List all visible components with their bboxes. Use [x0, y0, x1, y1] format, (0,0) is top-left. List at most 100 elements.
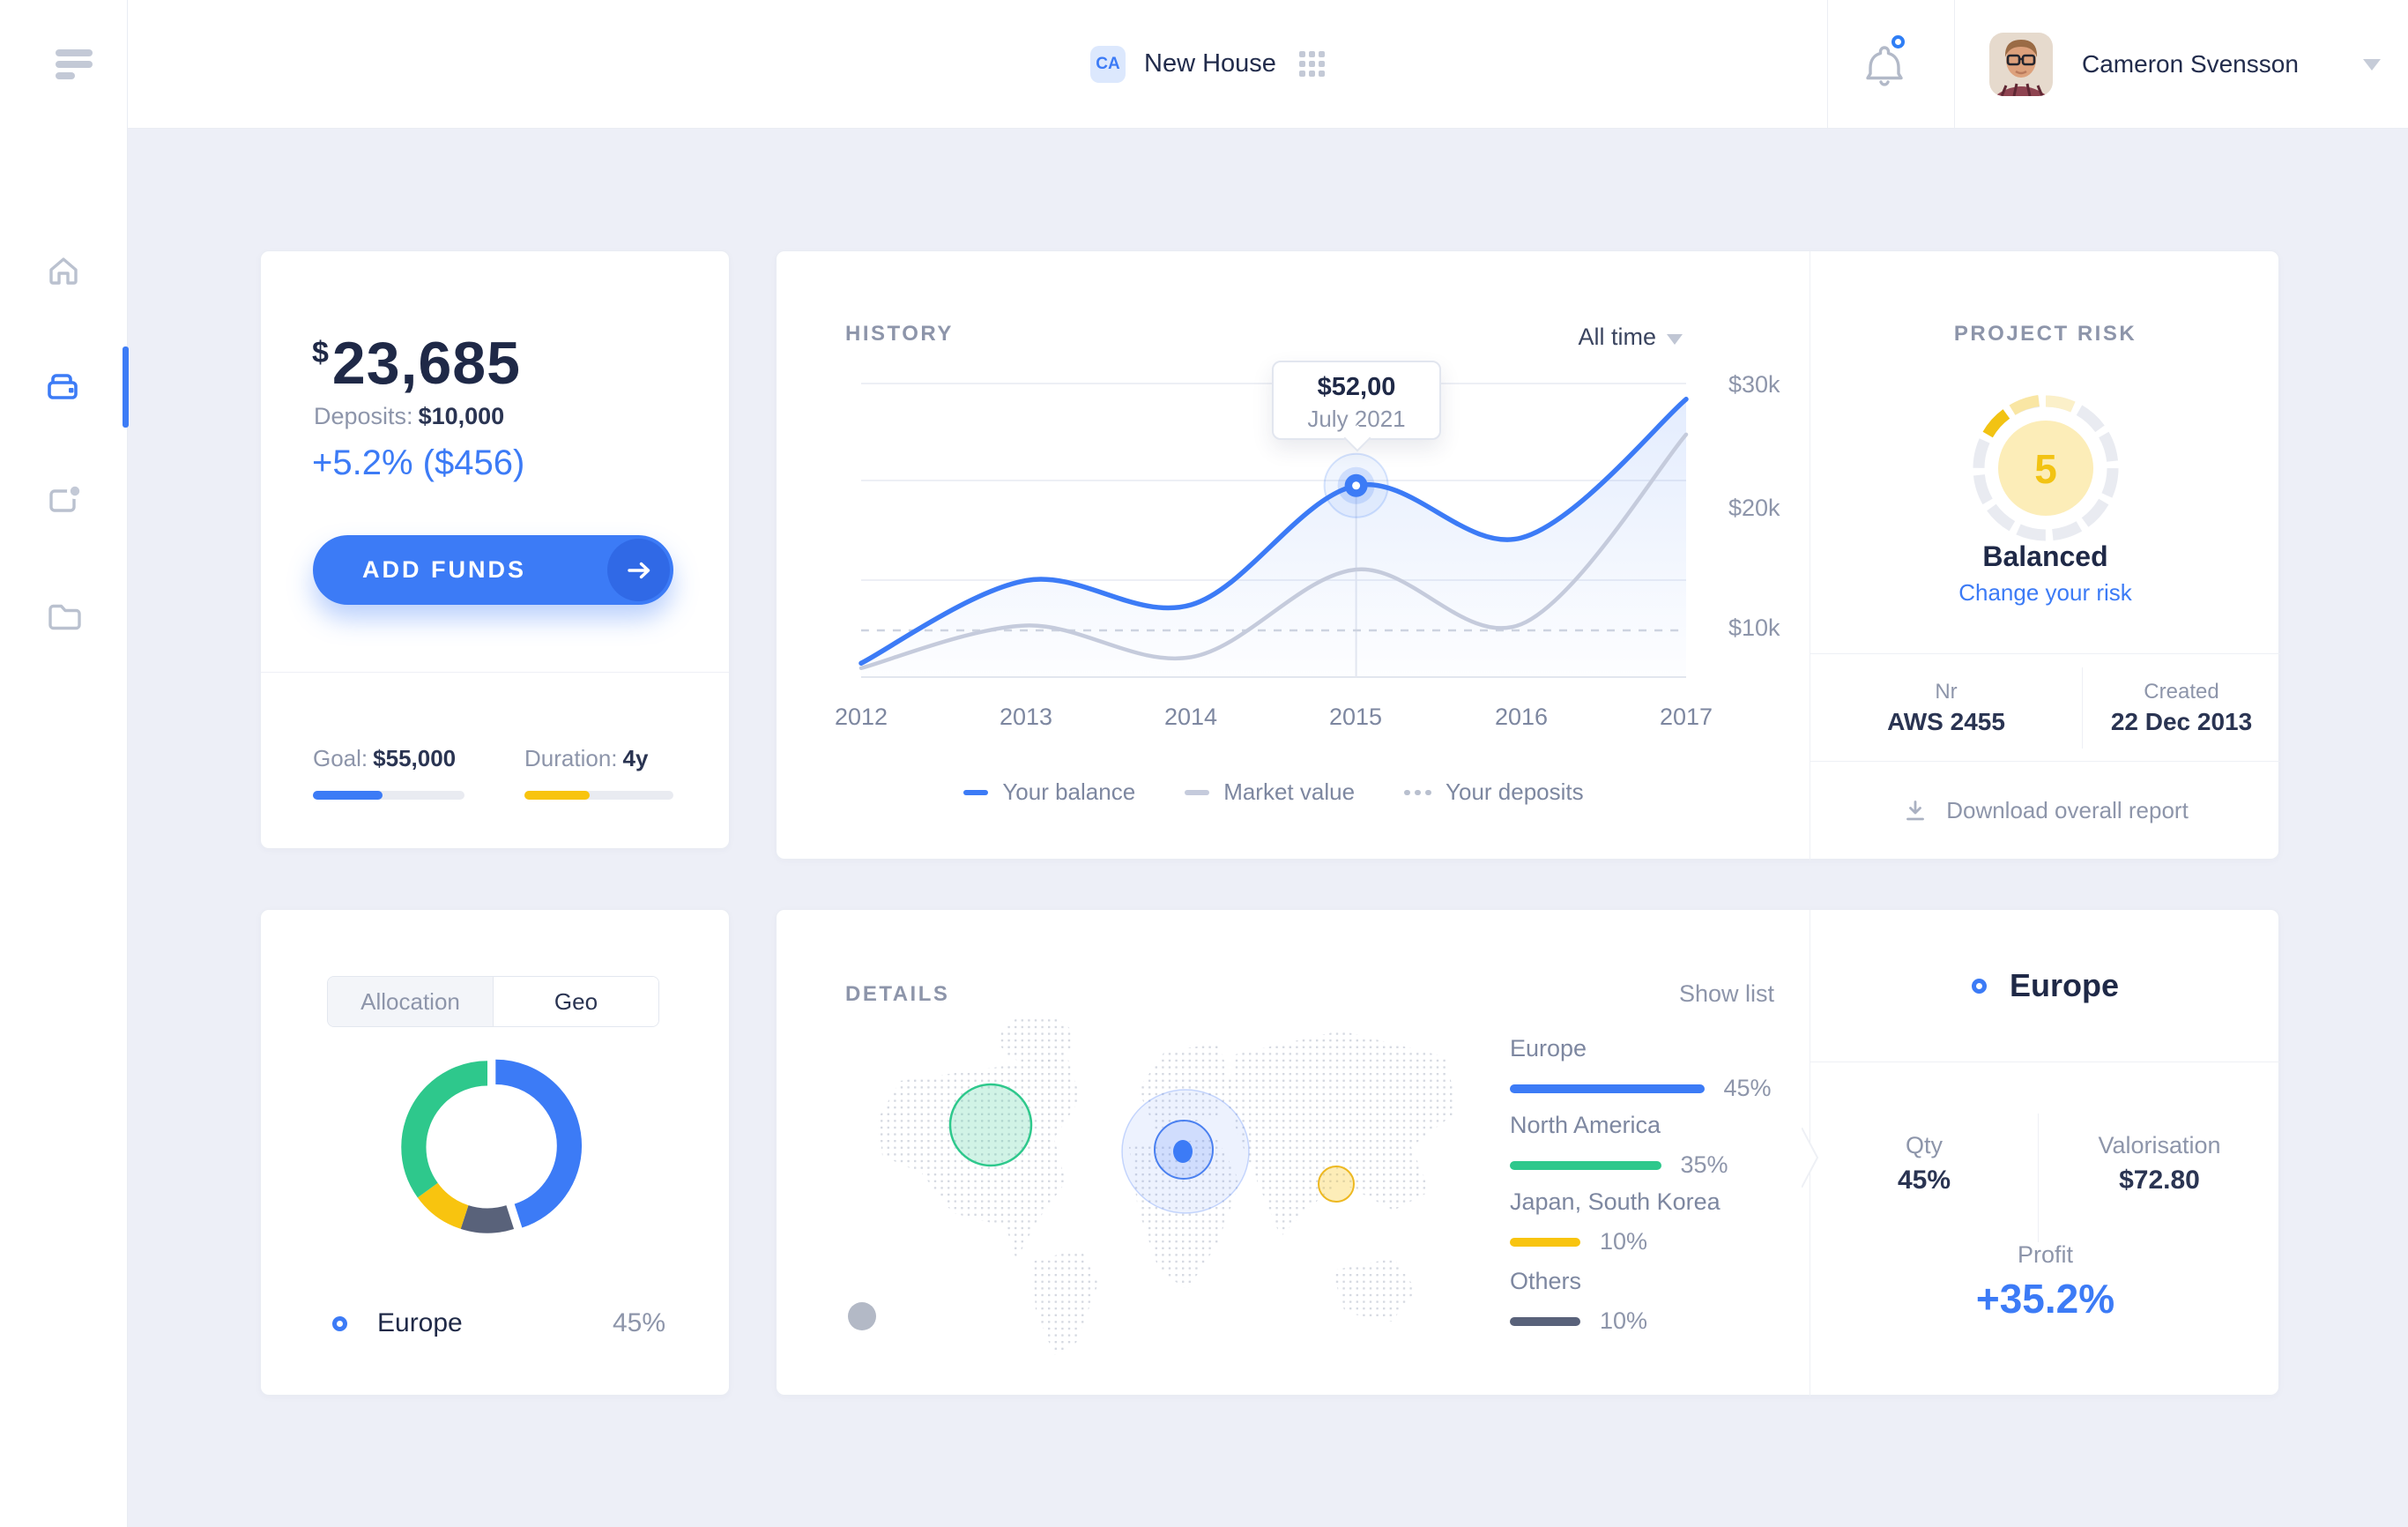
market-legend-swatch [1185, 789, 1210, 795]
europe-ring-dot-icon [1971, 978, 1987, 994]
profit-value: +35.2% [1975, 1276, 2115, 1322]
project-risk-title: PROJECT RISK [1953, 322, 2137, 346]
x-tick-2017: 2017 [1659, 704, 1713, 730]
bubble-north-america[interactable] [948, 1083, 1033, 1167]
europe-columns-divider [2038, 1114, 2039, 1242]
x-tick-2016: 2016 [1494, 704, 1549, 730]
user-menu-chevron-icon[interactable] [2363, 59, 2381, 71]
chevron-down-icon [1667, 333, 1683, 345]
tab-geo[interactable]: Geo [494, 977, 658, 1026]
region-bar [1510, 1316, 1580, 1326]
risk-level: Balanced [1982, 540, 2108, 572]
balance-series-line [858, 397, 1689, 667]
arrow-right-icon [607, 539, 670, 601]
time-range-value: All time [1578, 324, 1656, 350]
region-row-japan-south-korea[interactable]: Japan, South Korea 10% [1510, 1188, 1827, 1255]
show-list-link[interactable]: Show list [1678, 980, 1774, 1007]
sidebar-item-reports[interactable] [44, 480, 83, 519]
legend-your-balance: Your balance [963, 778, 1135, 806]
europe-title: Europe [2009, 967, 2119, 1003]
x-tick-2014: 2014 [1163, 704, 1218, 730]
allocation-card: Allocation Geo Europe 45% [260, 909, 730, 1396]
goal-progress [313, 791, 465, 800]
chart-legend: Your balance Market value Your deposits [861, 778, 1686, 806]
x-tick-2013: 2013 [999, 704, 1053, 730]
risk-score: 5 [2034, 446, 2057, 492]
risk-divider-top [1810, 653, 2280, 654]
region-row-north-america[interactable]: North America 35% [1510, 1112, 1827, 1179]
tooltip-date: July 2021 [1307, 406, 1406, 432]
qty-value: 45% [1897, 1166, 1951, 1195]
data-point-marker[interactable] [1323, 452, 1389, 518]
region-name: North America [1510, 1112, 1661, 1138]
region-name: Japan, South Korea [1510, 1188, 1721, 1215]
workspace-badge[interactable]: CA [1090, 46, 1126, 83]
menu-hamburger-icon[interactable] [56, 49, 93, 79]
apps-grid-icon[interactable] [1299, 51, 1326, 78]
allocation-legend-row[interactable]: Europe 45% [332, 1308, 665, 1338]
region-percent: 10% [1600, 1228, 1648, 1255]
x-tick-2015: 2015 [1328, 704, 1383, 730]
deposits-legend-swatch [1404, 789, 1432, 795]
change-risk-link[interactable]: Change your risk [1958, 579, 2132, 606]
sidebar-item-files[interactable] [44, 596, 83, 635]
europe-header: Europe [1810, 910, 2280, 1061]
avatar[interactable] [1989, 33, 2053, 96]
risk-divider-vertical [2082, 667, 2083, 749]
balance-card-divider [261, 672, 729, 673]
time-range-dropdown[interactable]: All time [1578, 324, 1683, 351]
sidebar-active-indicator [123, 346, 129, 428]
deposits-line: Deposits: $10,000 [314, 403, 504, 430]
balance-area-fill [861, 399, 1686, 677]
project-risk-panel: PROJECT RISK 5 Balanced Change your risk… [1810, 251, 2280, 860]
legend-market-value: Market value [1185, 778, 1355, 806]
balance-amount: $ 23,685 [312, 329, 521, 398]
add-funds-button[interactable]: ADD FUNDS [313, 535, 673, 605]
region-name: Others [1510, 1268, 1582, 1294]
region-percent: 10% [1600, 1307, 1648, 1334]
deposits-value: $10,000 [418, 403, 505, 429]
wallet-icon [48, 374, 78, 399]
download-report-button[interactable]: Download overall report [1810, 761, 2280, 860]
duration-line: Duration: 4y [524, 745, 648, 772]
geo-donut-chart[interactable] [386, 1046, 589, 1248]
details-title: DETAILS [845, 982, 950, 1006]
tab-allocation[interactable]: Allocation [328, 977, 494, 1026]
home-icon [49, 257, 78, 285]
add-funds-label: ADD FUNDS [362, 556, 526, 583]
nr-label: Nr [1935, 680, 1958, 704]
bubble-japan[interactable] [1318, 1166, 1355, 1203]
y-tick-20k: $20k [1728, 495, 1780, 521]
region-percent: 45% [1723, 1075, 1772, 1101]
topbar: CA New House [0, 0, 2408, 128]
goal-line: Goal: $55,000 [313, 745, 456, 772]
notifications-button[interactable] [1862, 35, 1907, 90]
topbar-divider-left [1827, 0, 1828, 128]
bubble-others[interactable] [848, 1302, 876, 1330]
created-value: 22 Dec 2013 [2110, 708, 2253, 735]
region-row-europe[interactable]: Europe 45% [1510, 1035, 1827, 1102]
sidebar [0, 0, 129, 1527]
folder-icon [48, 604, 81, 630]
download-icon [1906, 800, 1925, 820]
topbar-divider-right [1954, 0, 1955, 128]
region-bar [1510, 1084, 1705, 1093]
deposits-label: Deposits: [314, 403, 413, 429]
sidebar-item-home[interactable] [44, 251, 83, 290]
region-bar [1510, 1160, 1661, 1170]
region-row-others[interactable]: Others 10% [1510, 1268, 1827, 1335]
legend-label: Your deposits [1446, 778, 1584, 805]
user-name[interactable]: Cameron Svensson [2082, 49, 2299, 78]
duration-progress-fill [524, 791, 591, 800]
world-map [848, 1015, 1457, 1355]
qty-label: Qty [1905, 1132, 1943, 1158]
europe-ring-dot-icon [332, 1315, 347, 1331]
workspace-name[interactable]: New House [1144, 49, 1276, 78]
y-tick-30k: $30k [1728, 371, 1780, 398]
bubble-europe-center[interactable] [1173, 1140, 1193, 1163]
currency-symbol: $ [312, 336, 329, 369]
sidebar-item-portfolio[interactable] [44, 366, 83, 405]
history-card: HISTORY All time [776, 250, 2280, 860]
europe-header-divider [1810, 1061, 2280, 1062]
